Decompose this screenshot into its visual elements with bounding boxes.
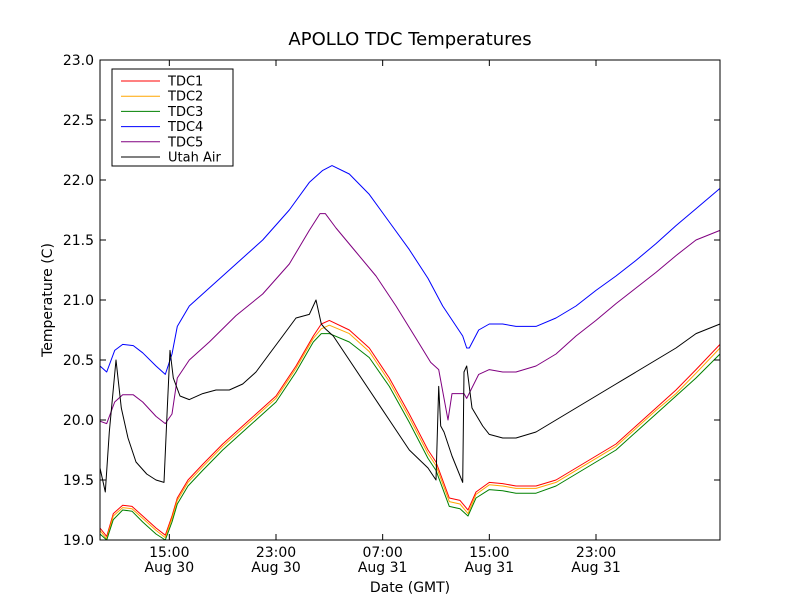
series-line-utah-air — [99, 299, 721, 493]
series-line-tdc1 — [99, 319, 721, 537]
x-axis-label: Date (GMT) — [370, 580, 450, 596]
y-tick-label: 19.5 — [63, 473, 94, 489]
x-tick-label-time: 07:00 — [362, 545, 402, 561]
series-line-tdc2 — [99, 324, 721, 540]
series-line-tdc5 — [99, 213, 721, 425]
legend-label: TDC4 — [167, 120, 203, 135]
y-tick-label: 21.0 — [63, 293, 94, 309]
x-tick-label-time: 23:00 — [576, 545, 616, 561]
x-tick-label-date: Aug 30 — [251, 560, 301, 576]
legend-label: TDC1 — [167, 75, 203, 90]
series-group — [99, 165, 721, 541]
legend-box — [111, 68, 234, 167]
x-tick-label-date: Aug 31 — [571, 560, 621, 576]
x-tick-label-date: Aug 31 — [465, 560, 515, 576]
legend-label: TDC5 — [167, 135, 203, 150]
x-tick-label-time: 15:00 — [149, 545, 189, 561]
series-line-tdc3 — [99, 333, 721, 541]
y-tick-label: 20.5 — [63, 353, 94, 369]
x-tick-label-date: Aug 31 — [358, 560, 408, 576]
y-tick-label: 19.0 — [63, 533, 94, 549]
legend-label: TDC2 — [167, 90, 203, 105]
y-tick-label: 23.0 — [63, 53, 94, 69]
x-tick-label-time: 23:00 — [256, 545, 296, 561]
y-tick-label: 20.0 — [63, 413, 94, 429]
y-axis-label: Temperature (C) — [40, 243, 56, 358]
y-tick-label: 22.5 — [63, 113, 94, 129]
y-tick-label: 21.5 — [63, 233, 94, 249]
chart-title: APOLLO TDC Temperatures — [288, 29, 531, 50]
series-line-tdc4 — [99, 165, 721, 375]
legend-label: TDC3 — [167, 105, 203, 120]
y-tick-label: 22.0 — [63, 173, 94, 189]
x-tick-label-time: 15:00 — [469, 545, 509, 561]
legend-label: Utah Air — [168, 151, 221, 166]
x-tick-label-date: Aug 30 — [145, 560, 195, 576]
axis-ticks: 19.0 19.5 20.0 20.5 21.0 21.5 22.0 22.5 23.0 15:0… — [63, 53, 720, 576]
